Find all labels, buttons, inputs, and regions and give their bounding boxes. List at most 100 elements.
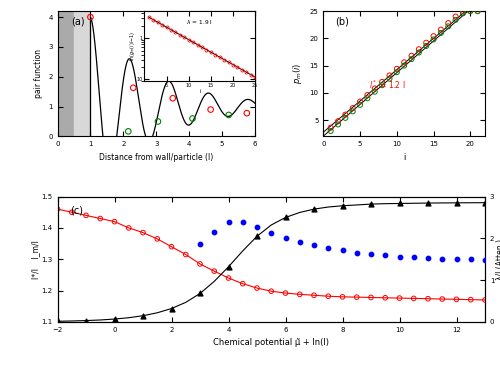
Point: [437, 27, 445, 33]
Point: [452, 256, 460, 262]
Point: [224, 219, 232, 225]
Y-axis label: $p_m(i)$: $p_m(i)$: [291, 63, 304, 84]
Point: [415, 46, 423, 52]
Point: [452, 296, 460, 302]
Point: [474, 8, 482, 14]
Y-axis label: l*/l    l_m/l: l*/l l_m/l: [31, 240, 40, 279]
Point: [54, 206, 62, 212]
Point: [438, 256, 446, 262]
Point: [324, 293, 332, 299]
Point: [386, 76, 394, 82]
Point: [338, 248, 346, 253]
Point: [338, 203, 346, 209]
Point: [196, 261, 204, 267]
Point: [182, 252, 190, 258]
Point: [378, 79, 386, 85]
Point: [367, 251, 375, 257]
Point: [239, 281, 247, 287]
Point: [310, 242, 318, 248]
Point: [282, 215, 290, 221]
Point: [467, 297, 475, 303]
Point: [110, 316, 118, 322]
Point: [444, 23, 452, 29]
Point: [396, 254, 404, 260]
Point: [310, 206, 318, 212]
Point: [481, 297, 489, 303]
Point: [424, 296, 432, 302]
Point: [310, 292, 318, 298]
Point: [348, 105, 356, 111]
Point: [381, 252, 389, 258]
Point: [437, 30, 445, 36]
Point: [367, 295, 375, 300]
Point: [86, 14, 94, 20]
Point: [54, 318, 62, 324]
Point: [466, 8, 474, 14]
Point: [452, 17, 460, 23]
Point: [338, 294, 346, 300]
Point: [386, 73, 394, 78]
Point: [188, 115, 196, 121]
Point: [139, 313, 147, 319]
X-axis label: i: i: [403, 153, 406, 162]
Point: [459, 10, 467, 16]
Point: [481, 257, 489, 263]
Text: (a): (a): [72, 16, 85, 26]
Text: (b): (b): [334, 16, 348, 26]
Point: [129, 85, 137, 91]
Point: [267, 288, 275, 294]
Point: [125, 225, 133, 231]
Point: [410, 255, 418, 260]
Point: [239, 219, 247, 225]
Y-axis label: λ/l (Atten.): λ/l (Atten.): [496, 239, 500, 280]
Point: [82, 212, 90, 218]
Text: (c): (c): [70, 205, 84, 215]
Point: [253, 285, 261, 291]
Point: [196, 290, 204, 296]
Point: [459, 8, 467, 14]
Point: [452, 14, 460, 20]
Point: [430, 33, 438, 39]
Point: [224, 275, 232, 281]
Point: [422, 40, 430, 46]
Point: [400, 59, 408, 65]
Point: [96, 216, 104, 222]
Point: [393, 69, 401, 75]
Point: [371, 89, 379, 95]
Point: [410, 295, 418, 301]
Bar: [58, 11, 74, 137]
Point: [296, 239, 304, 245]
Point: [353, 294, 361, 300]
Point: [342, 115, 349, 121]
Point: [474, 8, 482, 14]
Point: [206, 107, 214, 112]
Point: [364, 95, 372, 101]
Point: [422, 43, 430, 49]
Point: [282, 235, 290, 241]
Point: [139, 230, 147, 236]
Point: [153, 236, 161, 242]
Point: [396, 295, 404, 301]
Point: [124, 128, 132, 134]
Point: [210, 229, 218, 235]
Point: [466, 8, 474, 14]
Point: [396, 201, 404, 206]
Point: [408, 56, 416, 62]
Point: [196, 241, 204, 247]
Point: [334, 121, 342, 127]
Point: [356, 98, 364, 104]
Point: [168, 244, 175, 250]
X-axis label: Chemical potential μ̃ + ln(l): Chemical potential μ̃ + ln(l): [213, 338, 329, 347]
Point: [342, 112, 349, 118]
X-axis label: Distance from wall/particle (l): Distance from wall/particle (l): [99, 153, 214, 162]
Point: [452, 200, 460, 206]
Point: [267, 230, 275, 236]
Point: [378, 82, 386, 88]
Point: [381, 295, 389, 301]
Point: [243, 110, 251, 116]
Point: [364, 92, 372, 98]
Point: [424, 200, 432, 206]
Point: [110, 219, 118, 225]
Point: [467, 256, 475, 262]
Point: [168, 306, 175, 312]
